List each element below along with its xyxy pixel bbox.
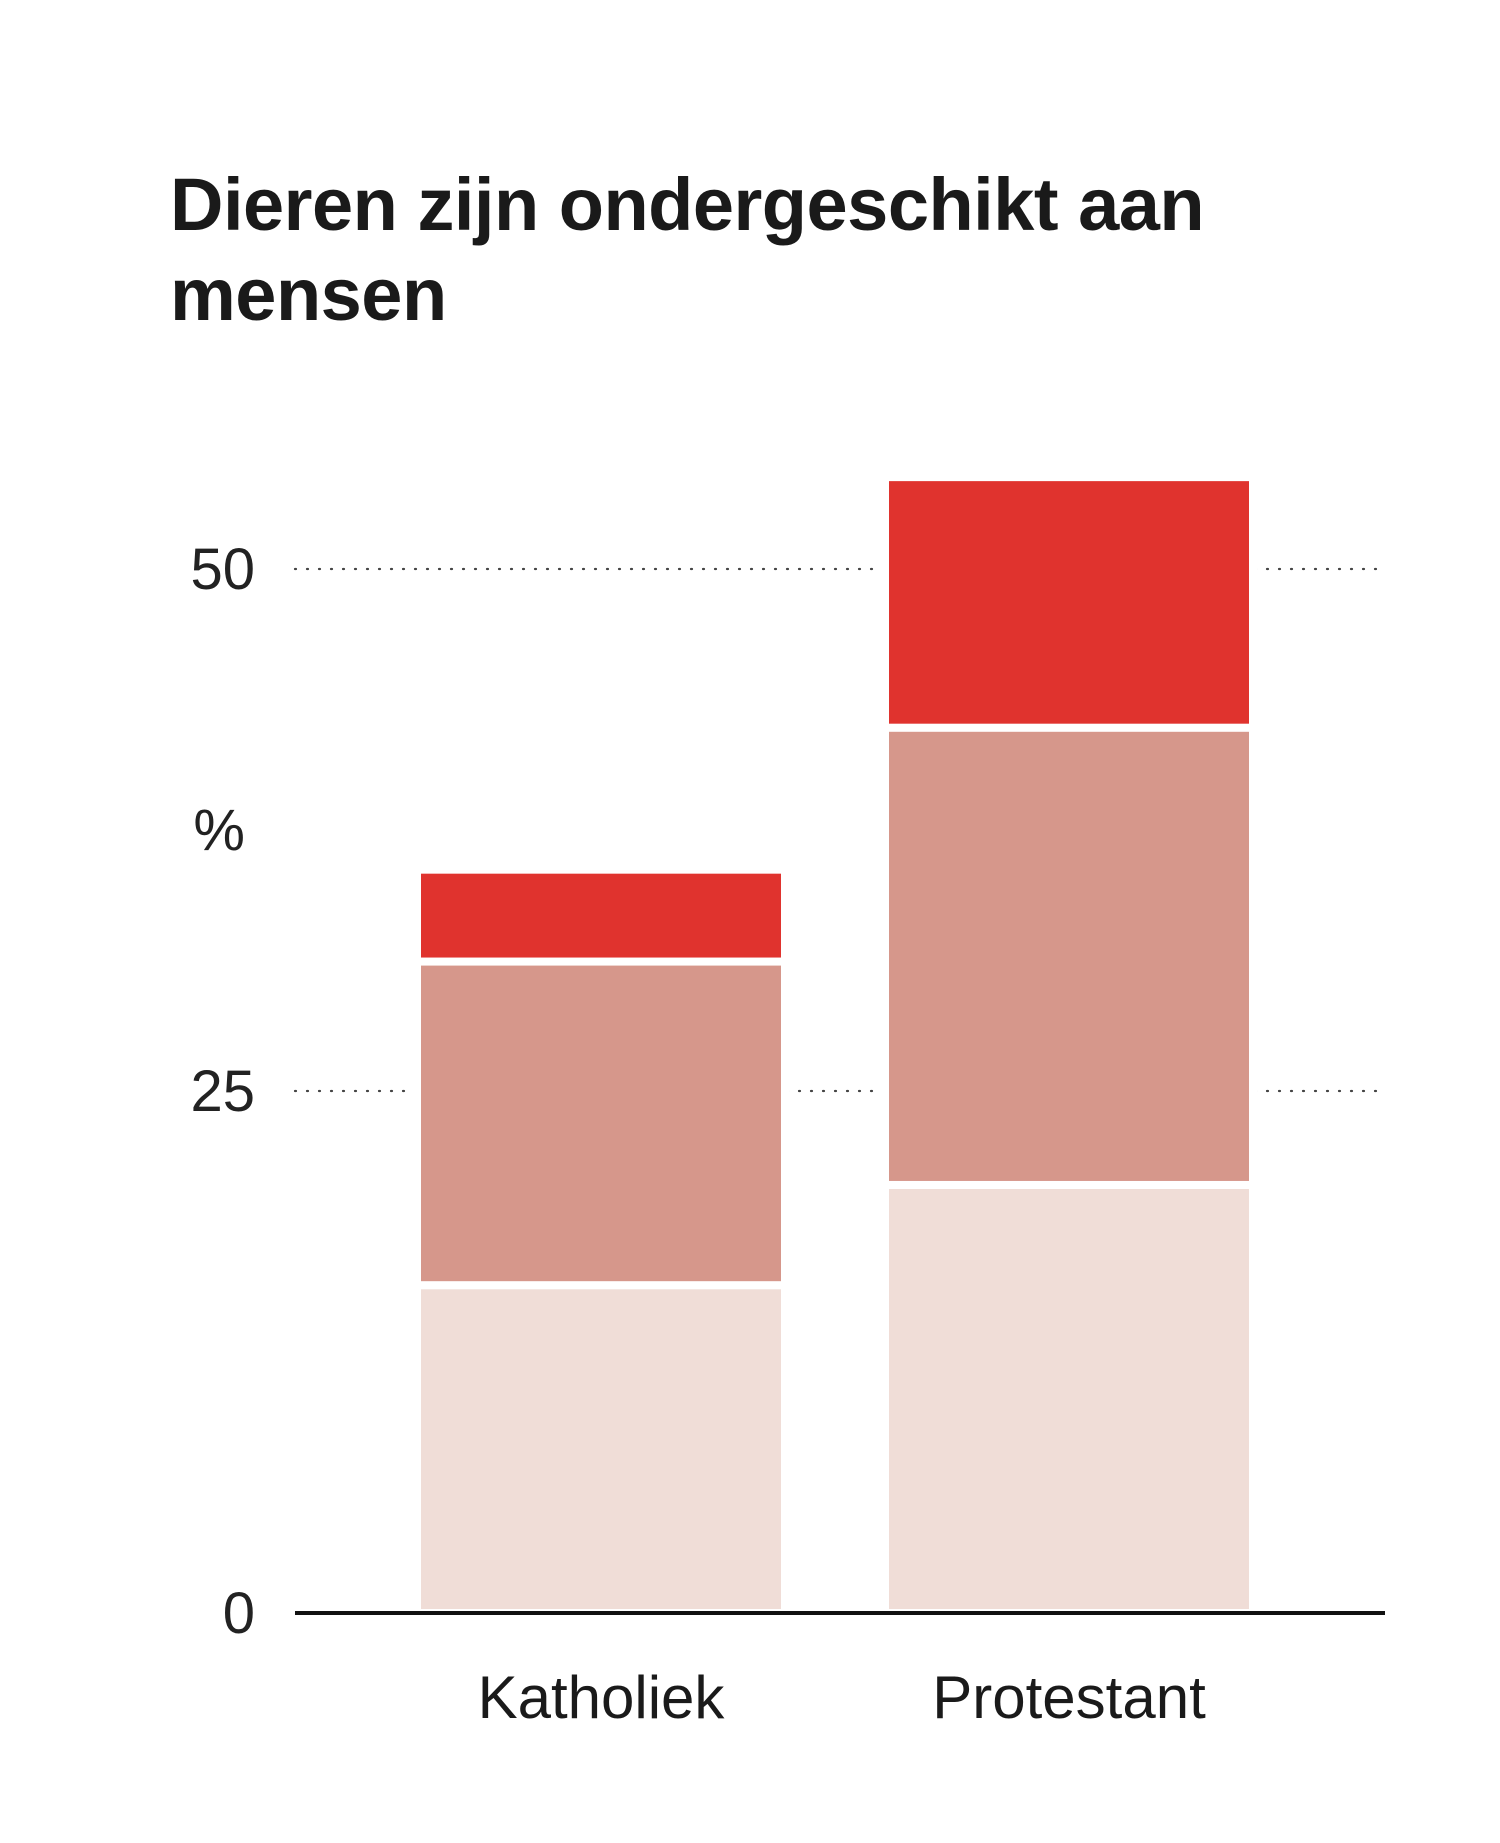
bar-segment-1-0	[881, 1180, 1257, 1617]
bar-segment-1-1	[881, 723, 1257, 1189]
axes: Katholiek Protestant 0 25 50%	[190, 537, 1385, 1731]
bar-segment-0-2	[413, 865, 789, 966]
y-tick-label-50: 50	[190, 537, 255, 602]
bars	[413, 473, 1257, 1617]
bar-segment-0-0	[413, 1281, 789, 1617]
chart-title: Dieren zijn ondergeschikt aan mensen	[170, 163, 1205, 336]
x-tick-label-1: Protestant	[932, 1664, 1206, 1731]
bar-segment-1-2	[881, 473, 1257, 732]
y-tick-label-0: 0	[223, 1581, 255, 1646]
y-axis-unit-label: %	[193, 798, 245, 863]
x-tick-label-0: Katholiek	[478, 1664, 726, 1731]
y-tick-label-25: 25	[190, 1059, 255, 1124]
bar-segment-0-1	[413, 957, 789, 1290]
